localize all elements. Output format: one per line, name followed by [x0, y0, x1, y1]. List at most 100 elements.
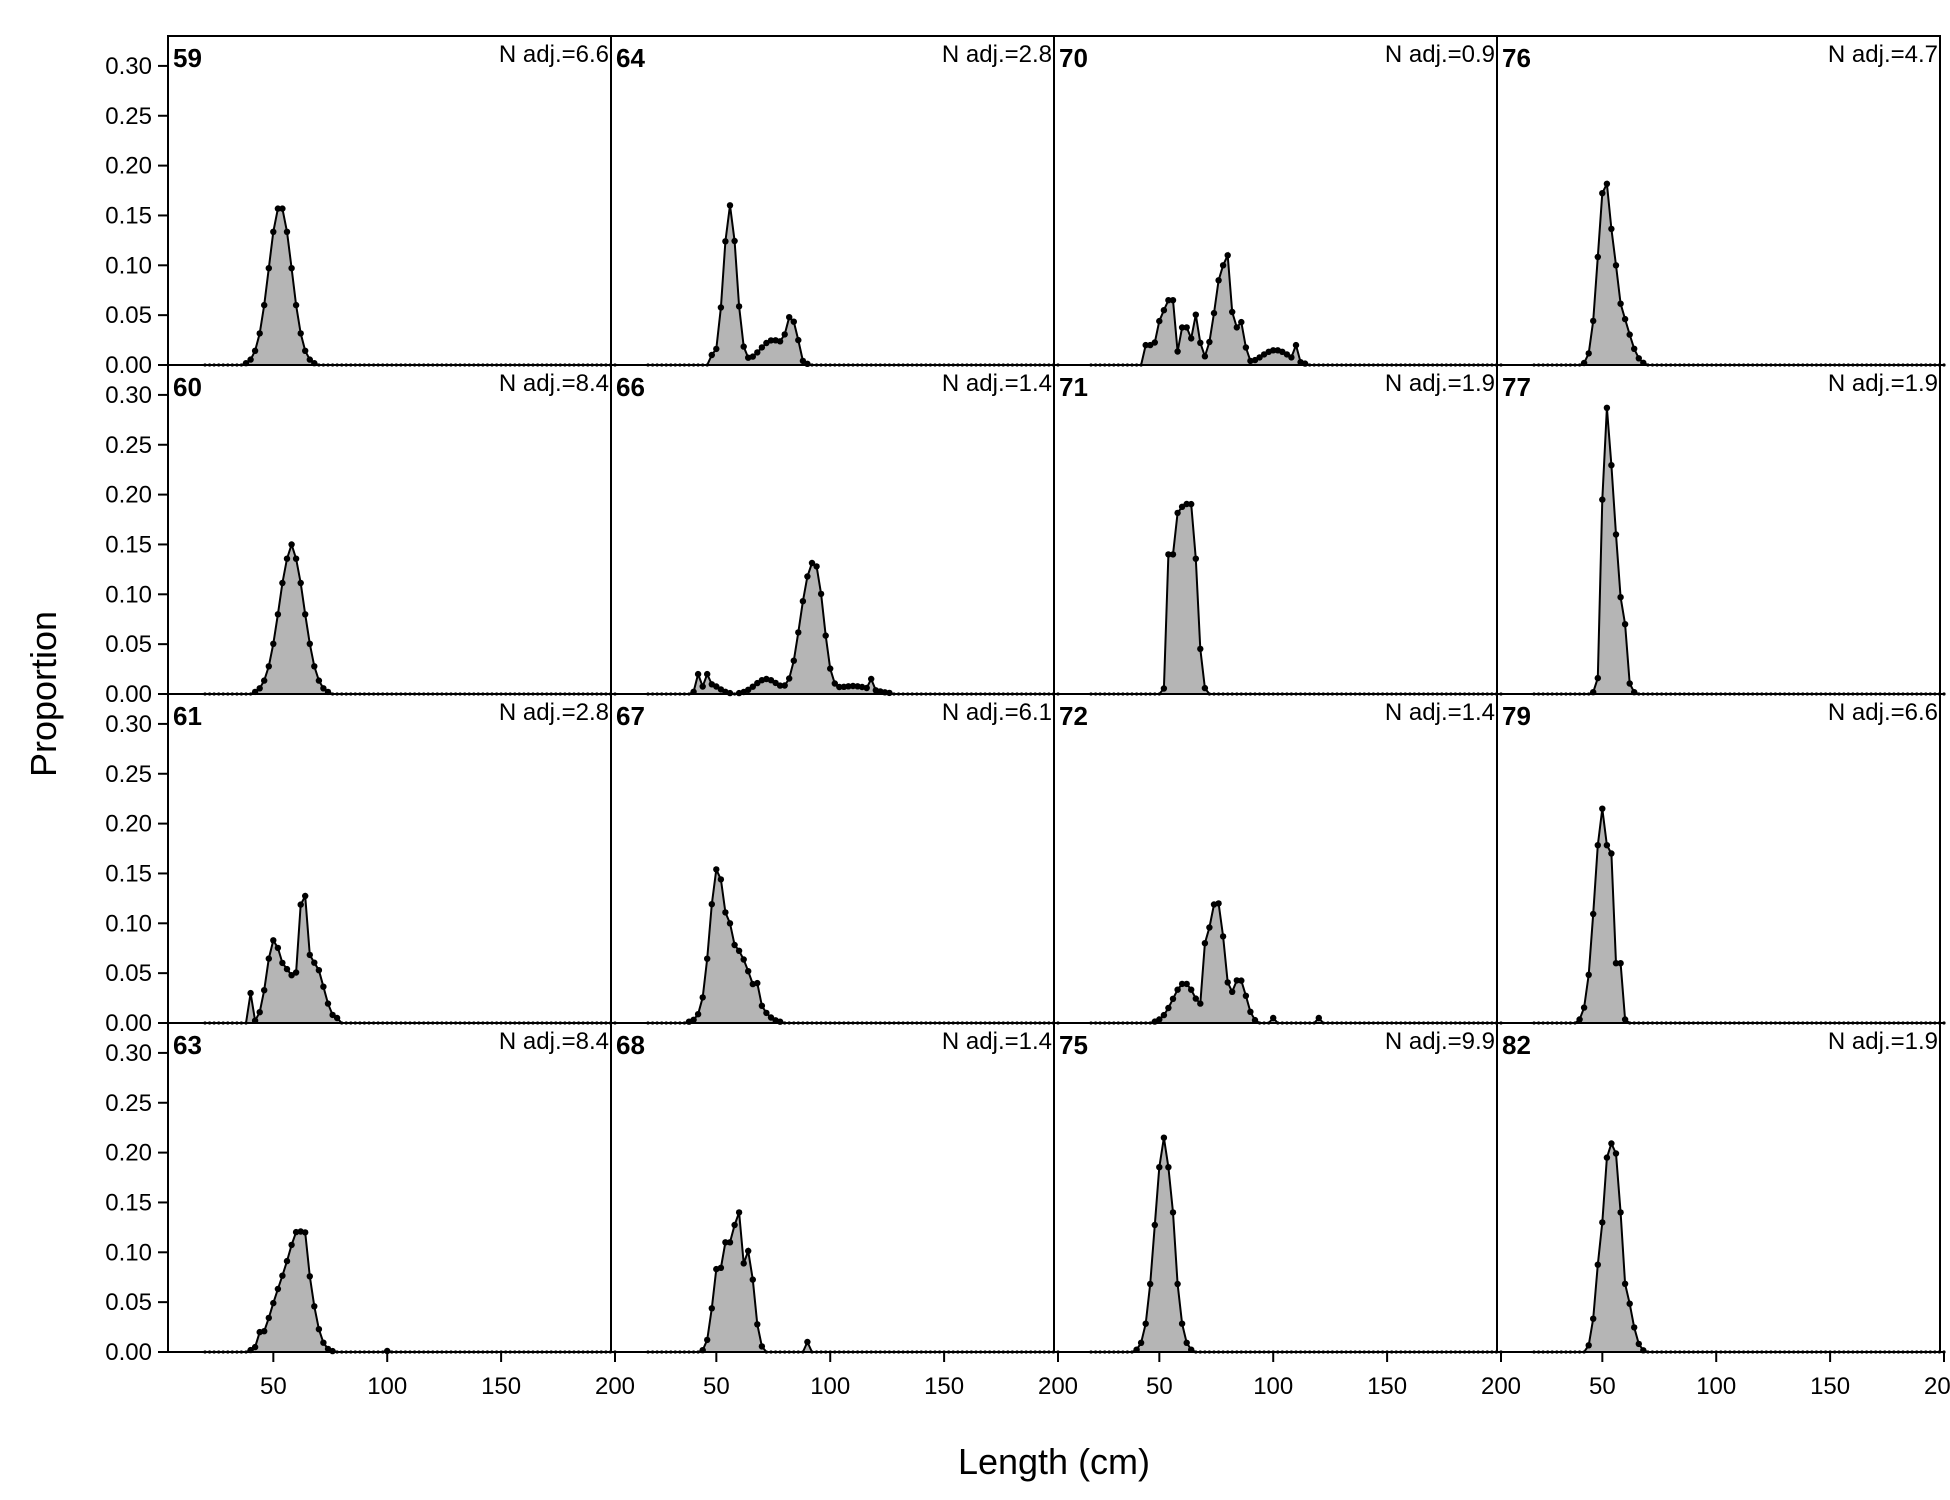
- panel-72-point: [1192, 995, 1200, 1002]
- panel-66-point: [845, 683, 852, 690]
- panel-72-point: [1251, 1016, 1259, 1024]
- panel-79-point: [1603, 842, 1611, 849]
- panel-70-point: [1151, 339, 1159, 346]
- panel-82-frame: [1496, 1022, 1941, 1353]
- panel-70-point: [1270, 347, 1277, 354]
- panel-72-point: [1178, 980, 1186, 988]
- panel-76-point: [1626, 331, 1633, 338]
- panel-61-point: [311, 959, 318, 966]
- x-tick-label: 50: [703, 1373, 730, 1400]
- y-tick-label: 0.10: [105, 1239, 152, 1266]
- panel-68-label: 68: [616, 1030, 645, 1060]
- panel-67-point: [735, 947, 743, 954]
- panel-79-point: [1612, 960, 1620, 967]
- panel-66-point: [863, 684, 870, 692]
- panel-76-label: 76: [1502, 43, 1531, 73]
- y-tick-label: 0.00: [105, 1010, 152, 1037]
- panel-82-point: [1617, 1209, 1624, 1216]
- panel-77-point: [1603, 404, 1611, 411]
- panel-68-point: [726, 1239, 734, 1246]
- panel-72-label: 72: [1059, 701, 1088, 731]
- panel-70-point: [1206, 338, 1213, 346]
- panel-66-point: [799, 598, 807, 605]
- panel-77-point: [1621, 621, 1629, 628]
- panel-71-point: [1178, 503, 1186, 510]
- panel-79-point: [1599, 805, 1606, 812]
- panel-82-point: [1590, 1315, 1597, 1322]
- panel-66-point: [745, 686, 752, 693]
- panel-63-frame: [167, 1022, 612, 1353]
- panel-77-line: [1534, 407, 1944, 695]
- panel-63-point: [265, 1314, 272, 1322]
- panel-61-point: [302, 892, 309, 900]
- panel-67-point: [767, 1014, 775, 1021]
- panel-61-point: [306, 951, 313, 959]
- panel-64-point: [758, 344, 766, 351]
- panel-82-point: [1621, 1280, 1629, 1288]
- panel-77-point: [1608, 462, 1615, 469]
- panel-75: 75 N adj.=9.9: [1053, 1022, 1503, 1354]
- panel-61-frame: [167, 693, 612, 1024]
- panel-75-point: [1165, 1164, 1172, 1171]
- panel-76-point: [1599, 190, 1606, 197]
- panel-71-point: [1183, 500, 1190, 508]
- panel-63-point: [315, 1326, 323, 1333]
- panel-64-point: [735, 303, 743, 310]
- panel-66-point: [754, 679, 761, 687]
- panel-60-point: [270, 640, 277, 647]
- panel-64-point: [708, 351, 715, 359]
- x-tick-label: 100: [1696, 1373, 1736, 1400]
- panel-66-point: [795, 629, 802, 636]
- panel-71-point: [1201, 684, 1209, 692]
- panel-68-point: [754, 1321, 761, 1328]
- panel-70-point: [1238, 318, 1245, 326]
- panel-70-point: [1160, 307, 1168, 314]
- panel-59-point: [292, 301, 300, 309]
- panel-75-frame: [1053, 1022, 1498, 1353]
- panel-64-point: [731, 237, 738, 245]
- panel-70-frame: [1053, 35, 1498, 366]
- panel-72-point: [1183, 980, 1190, 988]
- panel-82-point: [1612, 1150, 1620, 1157]
- panel-63: 63 N adj.=8.4: [167, 1022, 617, 1355]
- panel-66-point: [749, 683, 756, 690]
- panel-75-label: 75: [1059, 1030, 1088, 1060]
- y-tick-label: 0.05: [105, 302, 152, 329]
- panel-63-point: [279, 1272, 286, 1279]
- panel-59-area: [205, 208, 615, 365]
- panel-67: 67 N adj.=6.1: [610, 693, 1060, 1025]
- panel-72-point: [1219, 933, 1227, 940]
- panel-70-label: 70: [1059, 43, 1088, 73]
- panel-60-point: [256, 685, 263, 692]
- panel-67-point: [754, 979, 761, 987]
- panel-67-point: [731, 941, 738, 949]
- panel-79-point: [1590, 910, 1597, 918]
- panel-67-n-adj: N adj.=6.1: [942, 699, 1052, 726]
- x-tick-label: 200: [1924, 1373, 1950, 1400]
- y-tick-label: 0.15: [105, 860, 152, 887]
- panel-72-point: [1156, 1016, 1163, 1023]
- panel-61-point: [315, 967, 323, 974]
- panel-75-point: [1174, 1280, 1181, 1288]
- panel-70-n-adj: N adj.=0.9: [1385, 41, 1495, 68]
- y-tick-label: 0.10: [105, 910, 152, 937]
- panel-75-point: [1151, 1221, 1159, 1229]
- panel-68-point: [758, 1343, 766, 1350]
- panel-77-area: [1534, 407, 1944, 694]
- panel-59-frame: [167, 35, 612, 366]
- panel-66-point: [781, 682, 788, 689]
- panel-76-point: [1621, 315, 1629, 323]
- panel-60-point: [274, 611, 282, 618]
- panel-66-point: [704, 670, 711, 678]
- panel-79-point: [1942, 1021, 1946, 1025]
- panel-67-area: [648, 869, 1058, 1023]
- panel-72: 72 N adj.=1.4: [1053, 693, 1503, 1025]
- panel-70-point: [1288, 354, 1295, 361]
- panel-63-area: [205, 1231, 615, 1352]
- panel-77-point: [1626, 680, 1633, 687]
- panel-59-point: [306, 356, 313, 363]
- panel-67-point: [708, 901, 715, 908]
- panel-66-point: [713, 683, 720, 690]
- panel-70-point: [1229, 308, 1236, 316]
- panel-61-point: [329, 1011, 336, 1019]
